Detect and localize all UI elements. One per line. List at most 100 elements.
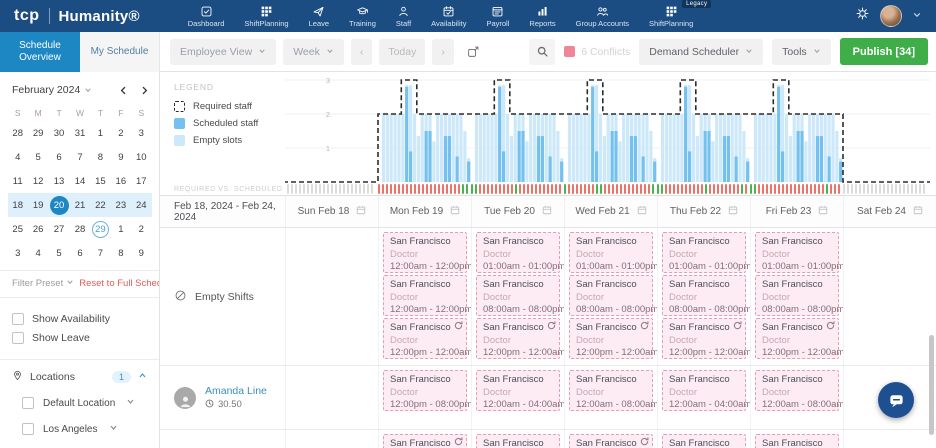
- calendar-date[interactable]: 4: [15, 151, 21, 163]
- shift-card[interactable]: San Francisco Doctor 12:00am - 04:00am: [476, 370, 564, 411]
- location-item-san-francisco[interactable]: San Francisco: [0, 442, 159, 448]
- calendar-date[interactable]: 7: [97, 247, 104, 259]
- day-header-wed-feb-21[interactable]: Wed Feb 21: [564, 196, 657, 227]
- calendar-date[interactable]: 26: [32, 223, 44, 235]
- user-avatar[interactable]: [880, 5, 902, 27]
- calendar-date[interactable]: 1: [97, 127, 104, 139]
- calendar-date[interactable]: 6: [56, 151, 62, 163]
- nav-item-staff[interactable]: Staff: [386, 0, 421, 32]
- calendar-date[interactable]: 23: [110, 193, 132, 217]
- locations-header[interactable]: Locations 1: [0, 359, 159, 390]
- calendar-date[interactable]: 28: [74, 223, 86, 235]
- shift-card[interactable]: San Francisco Doctor 12:00pm - 12:00am: [662, 318, 750, 359]
- shift-card[interactable]: San Francisco: [755, 434, 839, 448]
- checkbox-show-leave[interactable]: Show Leave: [12, 332, 147, 344]
- calendar-date[interactable]: 28: [12, 127, 23, 139]
- nav-item-leave[interactable]: Leave: [299, 0, 339, 32]
- shift-card[interactable]: San Francisco Doctor 12:00am - 08:00am: [569, 370, 657, 411]
- nav-item-payroll[interactable]: Payroll: [476, 0, 519, 32]
- checkbox[interactable]: [12, 313, 24, 325]
- gear-icon[interactable]: [855, 6, 870, 26]
- nav-item-shiftplanning[interactable]: ShiftPlanning Legacy: [639, 0, 712, 32]
- checkbox[interactable]: [22, 423, 34, 435]
- humanity-logo[interactable]: Humanity®: [58, 7, 140, 25]
- calendar-date[interactable]: 4: [35, 247, 41, 259]
- calendar-date[interactable]: 25: [12, 223, 23, 235]
- calendar-date[interactable]: 21: [69, 193, 91, 217]
- calendar-date[interactable]: 18: [7, 193, 28, 217]
- calendar-next-icon[interactable]: [140, 86, 149, 95]
- shift-card[interactable]: San Francisco: [662, 434, 746, 448]
- day-actions-icon[interactable]: [818, 205, 828, 218]
- shift-card[interactable]: San Francisco Doctor 01:00am - 01:00pm: [755, 232, 843, 273]
- day-actions-icon[interactable]: [542, 205, 552, 218]
- calendar-date[interactable]: 3: [15, 247, 21, 259]
- employee-view-dropdown[interactable]: Employee View: [170, 38, 277, 65]
- day-header-fri-feb-23[interactable]: Fri Feb 23: [750, 196, 843, 227]
- popout-view-icon[interactable]: [461, 39, 487, 65]
- day-actions-icon[interactable]: [913, 205, 923, 218]
- conflicts-indicator[interactable]: 6 Conflicts: [564, 46, 630, 58]
- tab-schedule-overview[interactable]: Schedule Overview: [0, 31, 80, 72]
- tools-dropdown[interactable]: Tools: [772, 38, 831, 65]
- calendar-date[interactable]: 2: [138, 223, 144, 235]
- shift-card[interactable]: San Francisco Doctor 08:00am - 08:00pm: [755, 275, 843, 316]
- calendar-date[interactable]: 13: [53, 175, 65, 187]
- day-header-mon-feb-19[interactable]: Mon Feb 19: [378, 196, 471, 227]
- day-header-tue-feb-20[interactable]: Tue Feb 20: [471, 196, 564, 227]
- shift-card[interactable]: San Francisco Doctor 12:00pm - 12:00am: [569, 318, 657, 359]
- day-actions-icon[interactable]: [728, 205, 738, 218]
- search-icon[interactable]: [529, 38, 556, 65]
- day-actions-icon[interactable]: [450, 205, 460, 218]
- nav-item-reports[interactable]: Reports: [519, 0, 565, 32]
- shift-card[interactable]: San Francisco: [476, 434, 560, 448]
- chevron-down-icon[interactable]: [912, 7, 922, 25]
- calendar-date[interactable]: 22: [90, 193, 111, 217]
- shift-card[interactable]: San Francisco Doctor 08:00am - 08:00pm: [476, 275, 564, 316]
- shift-card[interactable]: San Francisco Doctor 01:00am - 01:00pm: [662, 232, 750, 273]
- shift-card[interactable]: San Francisco Doctor 08:00am - 08:00pm: [569, 275, 657, 316]
- filter-preset-dropdown[interactable]: Filter Preset: [12, 278, 74, 289]
- calendar-date[interactable]: 29: [90, 217, 110, 241]
- range-dropdown[interactable]: Week: [283, 38, 344, 65]
- calendar-date[interactable]: 12: [32, 175, 44, 187]
- calendar-date[interactable]: 2: [118, 127, 124, 139]
- calendar-date[interactable]: 24: [131, 193, 152, 217]
- calendar-month-label[interactable]: February 2024: [12, 84, 81, 96]
- nav-item-group-accounts[interactable]: Group Accounts: [566, 0, 639, 32]
- calendar-date[interactable]: 10: [135, 151, 147, 163]
- prev-week-button[interactable]: ‹: [350, 38, 373, 65]
- calendar-date[interactable]: 29: [32, 127, 44, 139]
- shift-card[interactable]: San Francisco Doctor 12:00pm - 12:00am: [383, 318, 471, 359]
- shift-card[interactable]: San Francisco Doctor 12:00pm - 12:00am: [755, 318, 843, 359]
- calendar-date[interactable]: 8: [97, 151, 104, 163]
- location-item-default-location[interactable]: Default Location: [0, 390, 159, 416]
- employee-avatar[interactable]: [174, 386, 196, 409]
- nav-item-dashboard[interactable]: Dashboard: [178, 0, 235, 32]
- chevron-down-icon[interactable]: [109, 423, 118, 435]
- calendar-prev-icon[interactable]: [119, 86, 128, 95]
- nav-item-training[interactable]: Training: [339, 0, 386, 32]
- checkbox-show-availability[interactable]: Show Availability: [12, 313, 147, 325]
- day-actions-icon[interactable]: [356, 205, 366, 218]
- calendar-date[interactable]: 15: [95, 175, 106, 187]
- day-header-sun-feb-18[interactable]: Sun Feb 18: [285, 196, 378, 227]
- nav-item-shiftplanning[interactable]: ShiftPlanning: [234, 0, 298, 32]
- shift-card[interactable]: San Francisco: [383, 434, 467, 448]
- tab-my-schedule[interactable]: My Schedule: [80, 31, 160, 72]
- checkbox[interactable]: [22, 397, 34, 409]
- calendar-date[interactable]: 7: [77, 151, 83, 163]
- day-actions-icon[interactable]: [637, 205, 647, 218]
- shift-card[interactable]: San Francisco Doctor 12:00am - 04:00am: [662, 370, 750, 411]
- nav-item-availability[interactable]: Availability: [421, 0, 476, 32]
- calendar-date[interactable]: 17: [135, 175, 147, 187]
- calendar-date[interactable]: 30: [53, 127, 65, 139]
- calendar-date[interactable]: 9: [138, 247, 144, 259]
- calendar-date[interactable]: 14: [74, 175, 86, 187]
- calendar-date[interactable]: 8: [118, 247, 124, 259]
- today-button[interactable]: Today: [379, 38, 426, 65]
- chevron-up-icon[interactable]: [138, 371, 147, 383]
- calendar-date[interactable]: 31: [74, 127, 86, 139]
- shift-card[interactable]: San Francisco Doctor 08:00am - 08:00pm: [662, 275, 750, 316]
- employee-name[interactable]: Amanda Line: [205, 384, 267, 397]
